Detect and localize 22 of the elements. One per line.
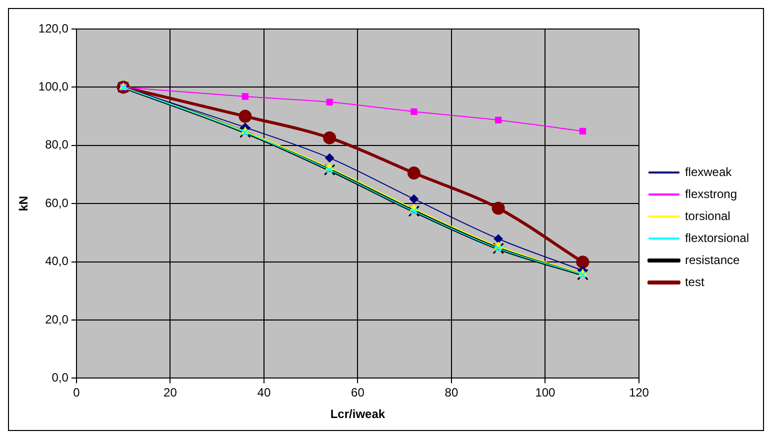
y-tick-label: 120,0 xyxy=(38,21,69,36)
legend-label: test xyxy=(684,274,705,289)
y-tick-label: 40,0 xyxy=(45,254,69,268)
x-tick-label: 120 xyxy=(628,386,650,400)
x-axis-title: Lcr/iweak xyxy=(330,407,386,422)
y-tick-label: 60,0 xyxy=(45,196,69,210)
x-tick-label: 100 xyxy=(535,386,556,400)
legend-label: resistance xyxy=(684,252,740,267)
legend-label: torsional xyxy=(684,208,730,223)
y-axis-title: kN xyxy=(16,196,31,212)
legend-label: flexstrong xyxy=(684,186,737,201)
y-tick-label: 80,0 xyxy=(45,138,69,152)
y-tick-label: 0,0 xyxy=(52,370,69,385)
legend-label: flexweak xyxy=(684,164,733,179)
x-tick-label: 80 xyxy=(444,386,458,400)
x-tick-label: 0 xyxy=(73,386,80,400)
y-tick-label: 100,0 xyxy=(38,80,69,94)
x-tick-label: 40 xyxy=(257,386,271,400)
x-tick-label: 60 xyxy=(351,386,365,400)
y-tick-label: 20,0 xyxy=(45,312,69,326)
x-tick-label: 20 xyxy=(164,386,178,400)
legend-label: flextorsional xyxy=(684,230,749,245)
